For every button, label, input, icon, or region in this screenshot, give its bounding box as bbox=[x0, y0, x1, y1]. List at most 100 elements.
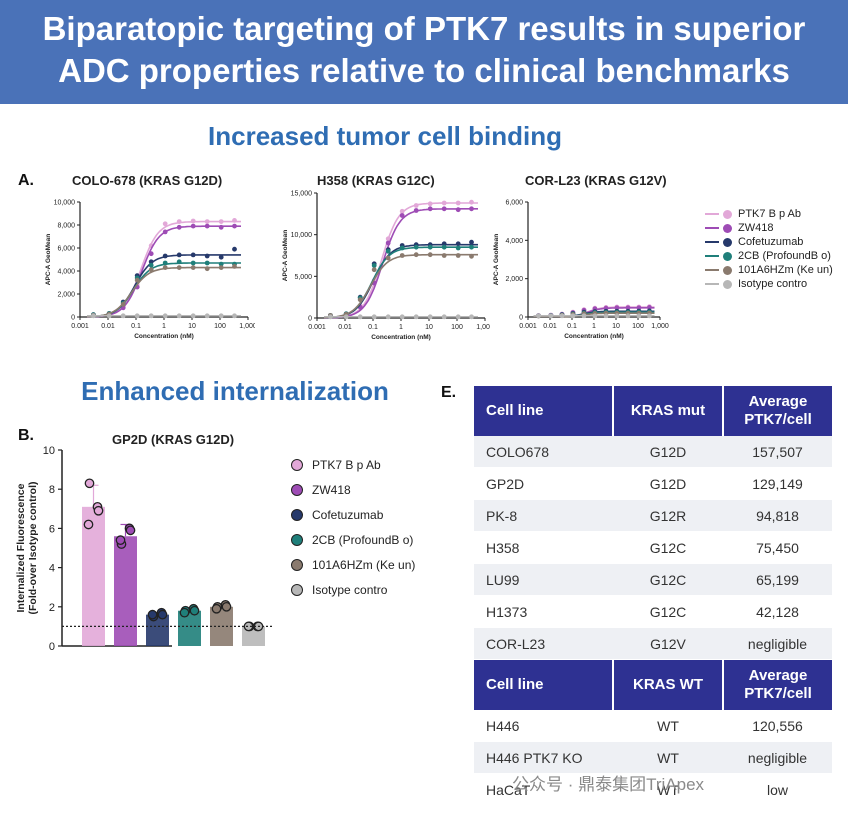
data-point bbox=[570, 313, 576, 319]
data-point bbox=[469, 199, 474, 205]
table-row: H1373 G12C 42,128 bbox=[474, 595, 832, 628]
legend-item-isotype: Isotype contro bbox=[705, 277, 833, 291]
data-point bbox=[399, 245, 405, 251]
legend-item-cofetuzumab: Cofetuzumab bbox=[705, 235, 833, 249]
data-point bbox=[134, 313, 140, 319]
y-tick-label: 15,000 bbox=[291, 191, 313, 198]
legend-b-label-isotype: Isotype contro bbox=[312, 582, 388, 597]
data-point bbox=[455, 207, 461, 213]
chart2-title: H358 (KRAS G12C) bbox=[317, 173, 435, 188]
data-point bbox=[357, 314, 363, 320]
table-row: PK-8 G12R 94,818 bbox=[474, 499, 832, 532]
legend-line-zw418 bbox=[705, 227, 719, 229]
data-point bbox=[371, 263, 377, 268]
y-axis-label: APC-A GeoMean bbox=[282, 230, 289, 281]
data-point bbox=[148, 267, 154, 273]
x-tick-label: 0.01 bbox=[543, 323, 557, 330]
table-row: COLO678 G12D 157,507 bbox=[474, 436, 832, 468]
y-tick-label: 2 bbox=[49, 602, 55, 614]
legend-b-marker-2cb bbox=[291, 533, 303, 546]
internalization-bar-chart: 0 2 4 6 8 10 Internalized Fluorescence (Fold-ov… bbox=[15, 445, 272, 653]
y-tick-label: 8,000 bbox=[57, 223, 75, 230]
legend-b-label-101a6hzm: 101A6HZm (Ke un) bbox=[312, 557, 416, 572]
data-point bbox=[357, 297, 363, 303]
data-point bbox=[455, 200, 461, 206]
data-point bbox=[647, 305, 652, 310]
cell-kras: G12R bbox=[613, 499, 723, 532]
cell-line: LU99 bbox=[474, 563, 613, 596]
data-point bbox=[441, 241, 447, 247]
legend-b-marker-ptk7 bbox=[291, 458, 303, 471]
data-point bbox=[455, 253, 461, 258]
data-point bbox=[204, 266, 210, 272]
legend-label-2cb: 2CB (ProfoundB o) bbox=[738, 250, 831, 262]
legend-b-marker-cofetuzumab bbox=[291, 508, 303, 521]
cell-ptk7: 157,507 bbox=[723, 436, 832, 468]
data-point bbox=[469, 253, 474, 259]
cell-line: PK-8 bbox=[474, 499, 613, 532]
data-point bbox=[162, 229, 168, 235]
legend-b-item-2cb: 2CB (ProfoundB o) bbox=[291, 527, 415, 552]
legend-item-101a6hzm: 101A6HZm (Ke un) bbox=[705, 263, 833, 277]
data-point bbox=[385, 240, 391, 246]
table-header-mut: Cell line KRAS mut Average PTK7/cell bbox=[474, 386, 832, 436]
data-point bbox=[441, 253, 447, 258]
bar-point bbox=[125, 525, 136, 536]
data-point bbox=[385, 236, 391, 242]
x-tick-label: 100 bbox=[214, 323, 226, 330]
y-axis-label: APC-A GeoMean bbox=[493, 234, 500, 285]
series-line-3 bbox=[87, 262, 241, 318]
legend-marker-zw418 bbox=[723, 223, 732, 233]
x-tick-label: 1 bbox=[162, 323, 166, 330]
x-tick-label: 100 bbox=[451, 324, 463, 331]
data-point bbox=[441, 314, 447, 320]
bar-point bbox=[221, 601, 232, 612]
bar-point bbox=[84, 478, 95, 489]
data-point bbox=[190, 252, 196, 258]
data-point bbox=[343, 314, 349, 320]
x-tick-label: 0.1 bbox=[368, 324, 378, 331]
data-point bbox=[148, 259, 154, 265]
banner-title-line1: Biparatopic targeting of PTK7 results in… bbox=[42, 10, 806, 47]
x-tick-label: 0.001 bbox=[308, 324, 326, 331]
table-row: GP2D G12D 129,149 bbox=[474, 467, 832, 500]
header-avg-ptk7-wt: Average PTK7/cell bbox=[722, 659, 832, 710]
x-tick-label: 1,000 bbox=[476, 324, 490, 331]
x-tick-label: 0.1 bbox=[131, 323, 141, 330]
binding-section-title: Increased tumor cell binding bbox=[208, 121, 562, 151]
bar-point bbox=[189, 605, 200, 616]
cell-ptk7: 75,450 bbox=[723, 531, 832, 564]
cell-ptk7: 120,556 bbox=[723, 710, 832, 742]
data-point bbox=[232, 218, 237, 223]
data-point bbox=[536, 313, 541, 319]
data-point bbox=[625, 313, 631, 319]
data-point bbox=[162, 313, 168, 319]
data-point bbox=[204, 223, 210, 229]
watermark: 公众号 · 鼎泰集团TriApex bbox=[512, 775, 705, 794]
data-point bbox=[232, 246, 237, 252]
legend-b-item-cofetuzumab: Cofetuzumab bbox=[291, 502, 415, 527]
header-avg-line1: Average bbox=[748, 393, 808, 410]
y-tick-label: 8 bbox=[49, 484, 55, 496]
cell-ptk7: negligible bbox=[723, 627, 832, 660]
legend-b-marker-101a6hzm bbox=[291, 558, 303, 571]
data-point bbox=[176, 313, 182, 319]
data-point bbox=[636, 305, 642, 311]
legend-b-item-isotype: Isotype contro bbox=[291, 577, 415, 602]
bar-1 bbox=[114, 536, 137, 646]
legend-marker-ptk7 bbox=[723, 209, 732, 219]
legend-line-cofetuzumab bbox=[705, 241, 719, 243]
x-tick-label: 1,000 bbox=[239, 323, 255, 330]
cell-kras: G12D bbox=[613, 436, 723, 468]
bar-point bbox=[115, 535, 126, 546]
cell-kras: WT bbox=[613, 710, 723, 742]
y-tick-label: 6,000 bbox=[57, 246, 75, 253]
data-point bbox=[399, 253, 405, 258]
cell-ptk7: low bbox=[723, 773, 832, 806]
legend-marker-isotype bbox=[723, 279, 732, 289]
legend-item-2cb: 2CB (ProfoundB o) bbox=[705, 249, 833, 263]
cell-ptk7: 65,199 bbox=[723, 563, 832, 596]
x-tick-label: 0.001 bbox=[519, 323, 537, 330]
title-banner: Biparatopic targeting of PTK7 results in… bbox=[0, 0, 848, 104]
data-point bbox=[204, 219, 210, 224]
